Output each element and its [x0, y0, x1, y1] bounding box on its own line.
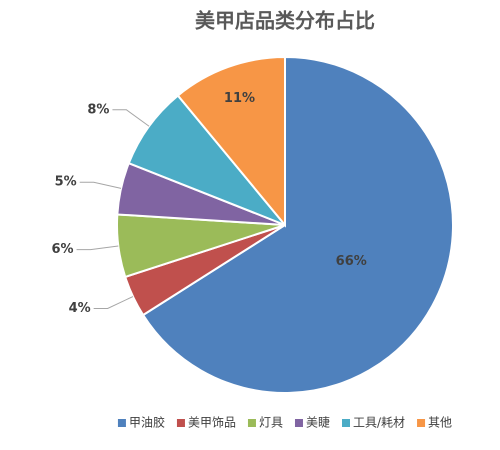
value-label: 5% [55, 175, 77, 190]
legend-swatch [342, 419, 350, 427]
legend: 甲油胶 美甲饰品 灯具 美睫 工具/耗材 其他 [117, 415, 452, 430]
legend-label: 灯具 [259, 416, 283, 430]
pie-slice [176, 55, 286, 228]
leader-line [93, 296, 134, 309]
legend-label: 美睫 [306, 416, 330, 430]
leader-line [112, 109, 150, 127]
value-label: 66% [336, 254, 367, 269]
pie-slice [141, 55, 454, 394]
legend-swatch [294, 419, 303, 427]
chart-title: 美甲店品类分布占比 [195, 9, 375, 33]
legend-swatch [417, 419, 426, 427]
legend-label: 甲油胶 [129, 415, 165, 430]
leader-line [76, 245, 119, 251]
legend-swatch [117, 419, 126, 427]
legend-label: 其他 [428, 416, 452, 430]
legend-swatch [176, 419, 185, 427]
value-label: 4% [69, 301, 91, 316]
legend-label: 工具/耗材 [353, 416, 405, 430]
value-label: 11% [224, 91, 255, 106]
legend-swatch [247, 419, 256, 427]
legend-label: 美甲饰品 [188, 416, 236, 430]
value-label: 8% [87, 102, 109, 117]
value-label: 6% [51, 242, 73, 257]
leader-line [79, 181, 122, 189]
